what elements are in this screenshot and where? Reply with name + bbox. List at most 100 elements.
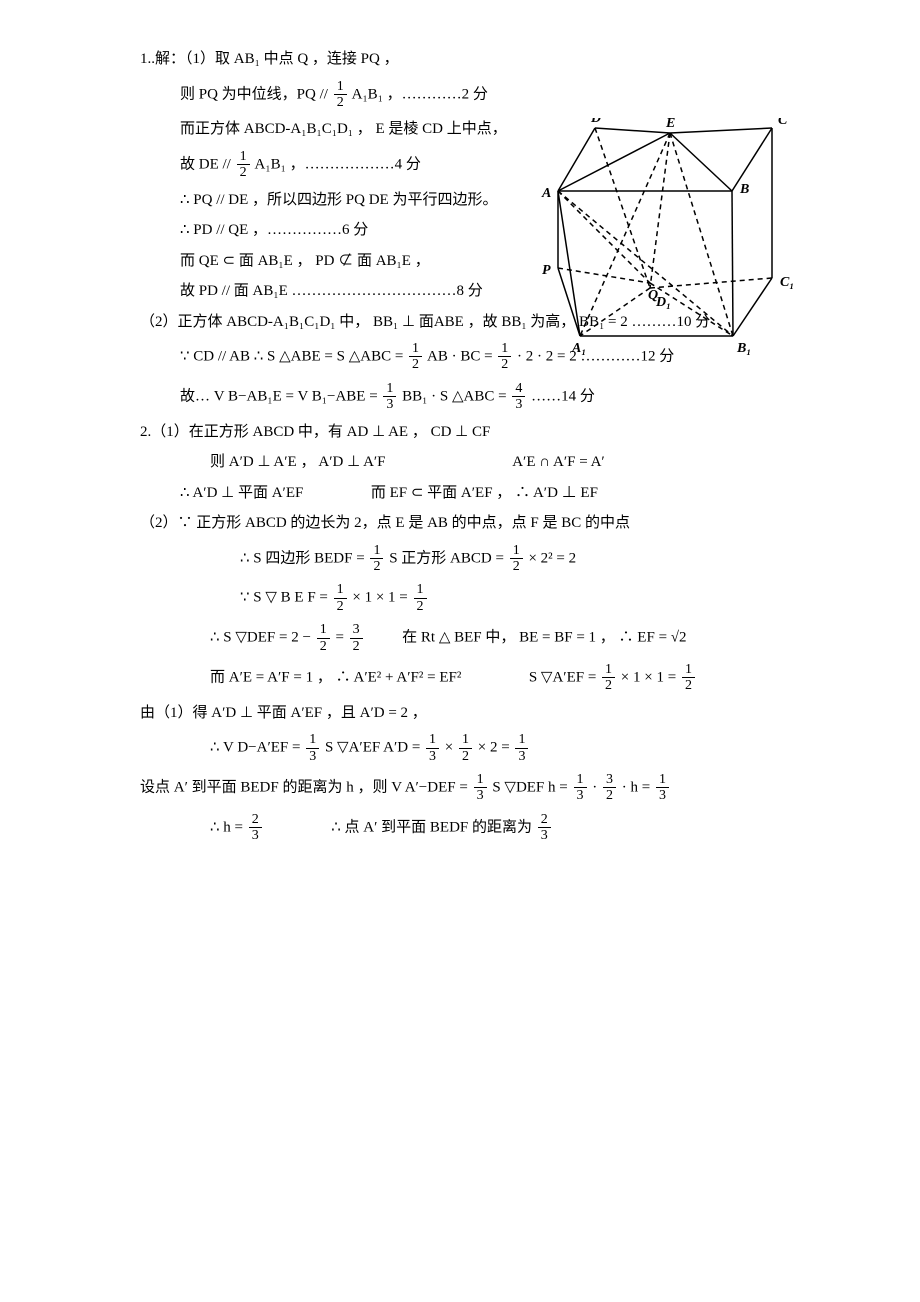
p2-line1: 2.（1）在正方形 ABCD 中，有 AD ⊥ AE ， CD ⊥ CF <box>140 421 860 444</box>
frac-num: 1 <box>602 662 615 678</box>
frac-num: 1 <box>515 732 528 748</box>
p2-line3: ∴ A′D ⊥ 平面 A′EF 而 EF ⊂ 平面 A′EF ， ∴ A′D ⊥… <box>140 482 860 505</box>
text: ∵ CD // AB ∴ S △ABE = S △ABC = <box>180 348 407 364</box>
p1-line4: 故 DE // 12 A₁B₁ ，………………4 分 <box>140 149 860 181</box>
frac-num: 1 <box>306 732 319 748</box>
text: S ▽A′EF A′D = <box>325 740 424 756</box>
text: AB · BC = <box>427 348 496 364</box>
frac-den: 3 <box>515 749 528 764</box>
frac-den: 2 <box>317 639 330 654</box>
frac-num: 1 <box>383 381 396 397</box>
p1-part2-line1: （2）正方体 ABCD-A₁B₁C₁D₁ 中， BB₁ ⊥ 面ABE ，故 BB… <box>140 311 860 334</box>
text: ∴ V D−A′EF = <box>210 740 304 756</box>
frac-den: 3 <box>656 788 669 803</box>
frac-num: 1 <box>510 543 523 559</box>
p1-line8: 故 PD // 面 AB₁E ……………………………8 分 <box>140 280 860 303</box>
text: 故 DE // <box>180 156 231 172</box>
p2-line6: ∵ S ▽ B E F = 12 × 1 × 1 = 12 <box>140 582 860 614</box>
text: 而 EF ⊂ 平面 A′EF ， ∴ A′D ⊥ EF <box>371 485 598 501</box>
p1-line7: 而 QE ⊂ 面 AB₁E ， PD ⊄ 面 AB₁E ， <box>140 250 860 273</box>
p2-line2: 则 A′D ⊥ A′E ， A′D ⊥ A′F A′E ∩ A′F = A′ <box>140 451 860 474</box>
p1-line3: 而正方体 ABCD-A₁B₁C₁D₁ ， E 是棱 CD 上中点， <box>140 118 860 141</box>
frac-num: 2 <box>249 812 262 828</box>
frac-num: 1 <box>474 772 487 788</box>
p2-line8: 而 A′E = A′F = 1 ， ∴ A′E² + A′F² = EF² S … <box>140 662 860 694</box>
text: 则 PQ 为中位线，PQ // <box>180 86 328 102</box>
text: × <box>445 740 457 756</box>
frac-den: 2 <box>237 165 250 180</box>
text: · h = <box>622 779 654 795</box>
frac-den: 2 <box>409 357 422 372</box>
frac-num: 1 <box>237 149 250 165</box>
frac-den: 3 <box>474 788 487 803</box>
text: 则 A′D ⊥ A′E ， A′D ⊥ A′F <box>210 454 386 470</box>
p1-line5: ∴ PQ // DE ，所以四边形 PQ DE 为平行四边形。 <box>140 189 860 212</box>
text: S ▽A′EF = <box>529 669 600 685</box>
text: BB₁ · S △ABC = <box>402 388 510 404</box>
frac-den: 2 <box>459 749 472 764</box>
p1-part2-line3: 故… V B−AB₁E = V B₁−ABE = 1 3 BB₁ · S △ABC… <box>140 381 860 413</box>
text: · 2 · 2 = 2 …………12 分 <box>517 348 674 364</box>
text: ∴ h = <box>210 819 247 835</box>
frac-den: 3 <box>512 397 525 412</box>
frac-den: 3 <box>574 788 587 803</box>
p2-line11: 设点 A′ 到平面 BEDF 的距离为 h ，则 V A′−DEF = 13 S… <box>140 772 860 804</box>
text: A₁B₁ ，…………2 分 <box>352 86 488 102</box>
frac-den: 2 <box>603 788 616 803</box>
frac-den: 2 <box>602 678 615 693</box>
text: ∴ S 四边形 BEDF = <box>240 550 368 566</box>
frac-num: 1 <box>682 662 695 678</box>
p1-line6: ∴ PD // QE ，……………6 分 <box>140 219 860 242</box>
p2-line12: ∴ h = 23 ∴ 点 A′ 到平面 BEDF 的距离为 23 <box>140 812 860 844</box>
text: A′E ∩ A′F = A′ <box>512 454 604 470</box>
frac-num: 1 <box>409 341 422 357</box>
frac-num: 1 <box>459 732 472 748</box>
frac-num: 4 <box>512 381 525 397</box>
text: A₁B₁ ，………………4 分 <box>255 156 421 172</box>
frac-den: 3 <box>249 828 262 843</box>
text: ∴ S ▽DEF = 2 − <box>210 630 315 646</box>
p2-line4: （2）∵ 正方形 ABCD 的边长为 2，点 E 是 AB 的中点，点 F 是 … <box>140 512 860 535</box>
text: 设点 A′ 到平面 BEDF 的距离为 h ，则 V A′−DEF = <box>140 779 472 795</box>
frac-num: 2 <box>538 812 551 828</box>
frac-den: 3 <box>538 828 551 843</box>
frac-den: 2 <box>334 599 347 614</box>
text: = <box>335 630 347 646</box>
frac-num: 1 <box>317 622 330 638</box>
frac-den: 2 <box>334 95 347 110</box>
p1-part2-line2: ∵ CD // AB ∴ S △ABE = S △ABC = 12 AB · B… <box>140 341 860 373</box>
text: × 2² = 2 <box>528 550 576 566</box>
text: · <box>592 779 601 795</box>
text: 而 A′E = A′F = 1 ， ∴ A′E² + A′F² = EF² <box>210 669 461 685</box>
text: × 1 × 1 = <box>621 669 680 685</box>
frac-den: 2 <box>414 599 427 614</box>
frac-den: 2 <box>682 678 695 693</box>
frac-num: 1 <box>414 582 427 598</box>
frac-den: 2 <box>510 559 523 574</box>
frac-num: 1 <box>426 732 439 748</box>
frac-num: 1 <box>334 79 347 95</box>
text: ∵ S ▽ B E F = <box>240 590 332 606</box>
text: ∴ 点 A′ 到平面 BEDF 的距离为 <box>331 819 536 835</box>
p2-line5: ∴ S 四边形 BEDF = 12 S 正方形 ABCD = 12 × 2² =… <box>140 543 860 575</box>
text: × 2 = <box>478 740 514 756</box>
p2-line10: ∴ V D−A′EF = 13 S ▽A′EF A′D = 13 × 12 × … <box>140 732 860 764</box>
p1-line2: 则 PQ 为中位线，PQ // 12 A₁B₁ ，…………2 分 <box>140 79 860 111</box>
text: ……14 分 <box>531 388 595 404</box>
text: 故… V B−AB₁E = V B₁−ABE = <box>180 388 381 404</box>
text: × 1 × 1 = <box>352 590 411 606</box>
p2-line9: 由（1）得 A′D ⊥ 平面 A′EF ，且 A′D = 2 ， <box>140 702 860 725</box>
frac-den: 3 <box>426 749 439 764</box>
text: 在 Rt △ BEF 中， BE = BF = 1 ， ∴ EF = √2 <box>402 630 686 646</box>
text: S 正方形 ABCD = <box>389 550 507 566</box>
frac-num: 1 <box>370 543 383 559</box>
frac-den: 2 <box>370 559 383 574</box>
frac-den: 3 <box>306 749 319 764</box>
frac-num: 1 <box>656 772 669 788</box>
frac-den: 2 <box>498 357 511 372</box>
frac-num: 3 <box>603 772 616 788</box>
frac-num: 3 <box>350 622 363 638</box>
p2-line7: ∴ S ▽DEF = 2 − 12 = 32 在 Rt △ BEF 中， BE … <box>140 622 860 654</box>
text: ∴ A′D ⊥ 平面 A′EF <box>180 485 303 501</box>
frac-num: 1 <box>334 582 347 598</box>
